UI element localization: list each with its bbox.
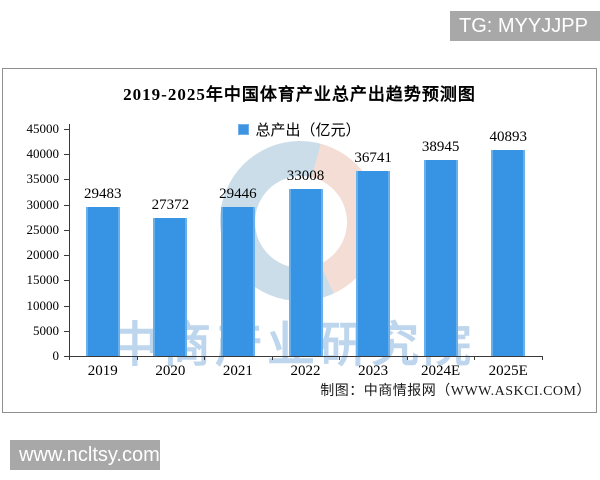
y-axis-tick (64, 280, 69, 282)
bar-2022 (288, 189, 323, 356)
y-axis-tick (64, 356, 69, 357)
x-tick-label-2025E: 2025E (488, 363, 528, 379)
bar-2019 (85, 207, 120, 356)
y-tick-label: 0 (52, 348, 60, 363)
value-label-2019: 29483 (84, 186, 122, 202)
bar-2025E (491, 150, 526, 356)
bar-2023 (356, 171, 391, 356)
y-axis-tick (64, 154, 69, 156)
y-axis-tick (64, 204, 69, 206)
value-label-2024E: 38945 (421, 139, 460, 155)
telegram-watermark-badge: TG: MYYJJPP (450, 11, 600, 41)
x-axis-tick (136, 356, 138, 360)
y-tick-label: 30000 (26, 196, 60, 212)
y-axis-tick (64, 255, 69, 257)
chart-panel: 中商产业研究院 2019-2025年中国体育产业总产出趋势预测图 总产出（亿元）… (2, 68, 597, 413)
x-axis-line (69, 356, 542, 357)
value-label-2022: 33008 (286, 168, 325, 184)
y-axis-tick (64, 305, 69, 307)
chart-legend: 总产出（亿元） (3, 119, 596, 140)
y-tick-label: 10000 (26, 297, 60, 313)
value-label-2023: 36741 (354, 150, 392, 166)
value-label-2025E: 40893 (489, 129, 527, 145)
x-tick-label-2024E: 2024E (421, 363, 461, 379)
x-axis-tick (339, 356, 341, 360)
x-tick-label-2023: 2023 (358, 363, 389, 379)
bar-2020 (153, 218, 188, 356)
x-tick-label-2020: 2020 (155, 363, 186, 379)
site-watermark-badge: www.ncltsy.com (10, 440, 160, 470)
y-tick-label: 25000 (26, 221, 60, 237)
x-tick-label-2019: 2019 (87, 363, 118, 379)
x-axis-tick (271, 356, 273, 360)
y-tick-label: 5000 (33, 322, 59, 338)
credit-line: 制图：中商情报网（WWW.ASKCI.COM） (320, 384, 591, 399)
legend-label: 总产出（亿元） (255, 123, 361, 139)
y-axis-line (69, 124, 70, 357)
x-axis-tick (204, 356, 206, 360)
x-axis-tick (474, 356, 476, 360)
y-axis-tick (64, 330, 69, 332)
y-tick-label: 45000 (26, 121, 60, 136)
x-tick-label-2022: 2022 (290, 363, 321, 379)
y-tick-label: 20000 (26, 247, 60, 263)
value-label-2021: 29446 (219, 186, 257, 202)
x-tick-label-2021: 2021 (222, 363, 253, 379)
value-label-2020: 27372 (151, 197, 190, 213)
bar-2024E (423, 160, 458, 356)
y-axis-tick (64, 129, 69, 130)
legend-swatch-icon (238, 124, 250, 135)
y-tick-label: 40000 (26, 146, 60, 162)
chart-title: 2019-2025年中国体育产业总产出趋势预测图 (123, 85, 476, 104)
y-axis-tick (64, 179, 69, 181)
x-axis-tick (69, 356, 70, 360)
bar-2021 (220, 207, 255, 356)
y-tick-label: 35000 (26, 171, 60, 187)
x-axis-tick (542, 356, 543, 360)
x-axis-tick (406, 356, 408, 360)
y-tick-label: 15000 (26, 272, 60, 288)
y-axis-tick (64, 229, 69, 231)
plot-area: 0 5000 10000 15000 20000 25000 30000 35000 40000… (3, 69, 596, 412)
